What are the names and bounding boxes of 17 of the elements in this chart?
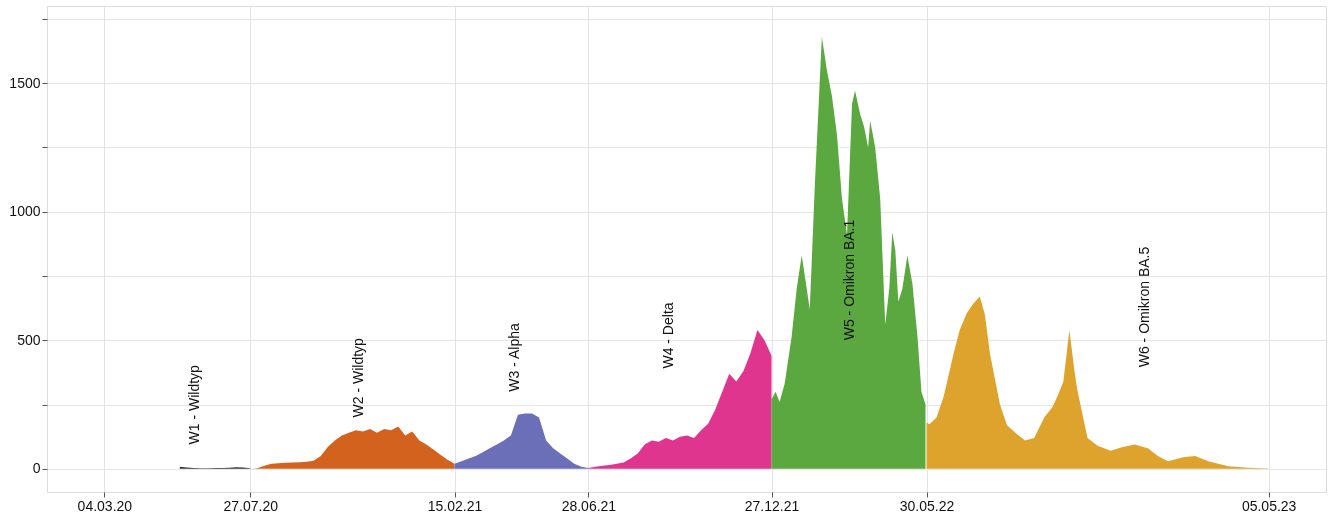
annotation: W6 - Omikron BA.5 [1136, 246, 1153, 368]
x-tick-label: 30.05.22 [899, 497, 955, 514]
annotation: W1 - Wildtyp [186, 364, 203, 445]
y-tick-label: 500 [17, 331, 41, 348]
annotation: W5 - Omikron BA.1 [841, 219, 858, 341]
annotation: W3 - Alpha [505, 323, 522, 392]
x-tick-label: 28.06.21 [561, 497, 617, 514]
x-tick-label: 15.02.21 [427, 497, 483, 514]
y-tick-label: 1000 [9, 203, 41, 220]
x-tick-label: 05.05.23 [1241, 497, 1297, 514]
y-tick-label: 0 [32, 460, 41, 477]
x-tick-label: 27.12.21 [744, 497, 800, 514]
x-tick-label: 27.07.20 [223, 497, 279, 514]
annotation: W2 - Wildtyp [349, 337, 366, 418]
annotation: W4 - Delta [659, 302, 676, 369]
y-tick-label: 1500 [9, 74, 41, 91]
x-tick-label: 04.03.20 [77, 497, 133, 514]
